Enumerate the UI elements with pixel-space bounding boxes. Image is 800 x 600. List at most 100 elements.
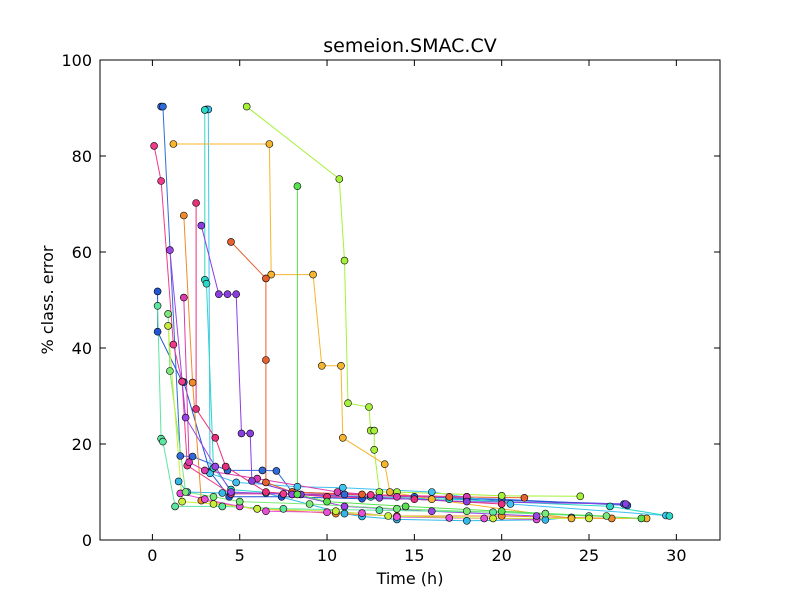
- data-point: [221, 462, 230, 471]
- series-line: [195, 203, 502, 505]
- data-point: [576, 492, 585, 501]
- data-point: [242, 102, 251, 111]
- series-line: [167, 313, 607, 517]
- data-point: [185, 458, 193, 467]
- data-point: [370, 445, 379, 454]
- data-point: [462, 507, 471, 516]
- data-point: [201, 466, 209, 475]
- data-point: [365, 403, 373, 411]
- data-point: [393, 504, 401, 513]
- x-tick-label: 10: [317, 546, 337, 565]
- data-point: [150, 142, 158, 150]
- data-point: [209, 500, 218, 508]
- data-point: [317, 361, 326, 370]
- series-line: [169, 250, 537, 517]
- data-point: [338, 433, 347, 442]
- data-point: [262, 488, 270, 496]
- data-point: [188, 452, 197, 461]
- data-point: [410, 495, 419, 504]
- data-point: [237, 429, 246, 438]
- data-point: [153, 287, 162, 296]
- y-tick-label: 80: [72, 147, 92, 166]
- data-point: [480, 514, 489, 523]
- y-tick-label: 0: [82, 531, 92, 550]
- data-point: [157, 177, 165, 185]
- data-point: [497, 500, 506, 508]
- series-line: [200, 225, 626, 505]
- data-point: [384, 512, 393, 520]
- data-point: [159, 102, 167, 111]
- data-point: [386, 488, 394, 496]
- data-point: [427, 495, 436, 504]
- data-point: [215, 290, 223, 299]
- data-point: [323, 497, 331, 506]
- data-point: [445, 514, 454, 522]
- data-point: [375, 506, 384, 515]
- series-line: [157, 305, 590, 517]
- data-point: [262, 507, 270, 516]
- data-point: [445, 492, 454, 501]
- x-tick-label: 20: [492, 546, 512, 565]
- data-point: [602, 512, 611, 520]
- series-line: [206, 108, 666, 516]
- data-point: [370, 426, 379, 435]
- data-point: [358, 490, 366, 499]
- data-point: [211, 462, 220, 471]
- data-point: [393, 513, 401, 521]
- data-point: [267, 270, 276, 279]
- data-point: [541, 509, 550, 518]
- data-point: [153, 301, 162, 310]
- series-line: [153, 145, 467, 498]
- data-point: [181, 413, 190, 422]
- x-tick-label: 15: [404, 546, 424, 565]
- y-tick-label: 40: [72, 339, 92, 358]
- data-point: [169, 140, 178, 148]
- data-point: [223, 290, 232, 299]
- data-point: [166, 246, 174, 254]
- data-point: [171, 502, 179, 511]
- x-axis-label: Time (h): [376, 569, 444, 588]
- data-point: [227, 488, 235, 496]
- data-point: [401, 502, 410, 511]
- data-point: [366, 491, 375, 499]
- y-tick-label: 100: [61, 51, 92, 70]
- data-point: [335, 175, 344, 183]
- data-point: [180, 293, 188, 302]
- data-point: [293, 482, 302, 491]
- data-point: [567, 514, 576, 523]
- data-point: [188, 378, 197, 387]
- data-point: [201, 495, 209, 504]
- data-point: [262, 274, 270, 283]
- data-point: [169, 340, 178, 349]
- data-point: [462, 497, 471, 506]
- data-point: [621, 500, 630, 508]
- data-point: [489, 514, 497, 523]
- data-point: [279, 504, 288, 513]
- data-point: [340, 502, 349, 511]
- data-point: [344, 399, 352, 408]
- series-line: [167, 325, 589, 519]
- data-point: [218, 502, 227, 511]
- series-line: [296, 186, 642, 519]
- data-point: [637, 514, 646, 523]
- data-point: [164, 310, 172, 318]
- data-point: [340, 509, 349, 518]
- data-point: [293, 490, 302, 499]
- data-point: [178, 377, 186, 386]
- data-point: [202, 279, 211, 288]
- data-point: [227, 238, 235, 246]
- data-point: [293, 182, 302, 190]
- data-point: [180, 211, 188, 220]
- data-point: [340, 256, 349, 265]
- data-point: [265, 140, 274, 148]
- data-point: [201, 106, 209, 114]
- data-point: [520, 493, 529, 502]
- data-point: [192, 405, 200, 413]
- axis-ticks: 0 5 10 15 20 25 30 0 20 40 60 80 100: [61, 51, 720, 565]
- data-point: [262, 356, 270, 364]
- data-point: [462, 516, 471, 525]
- data-point: [323, 508, 331, 517]
- data-point: [197, 221, 206, 230]
- data-point: [585, 514, 593, 523]
